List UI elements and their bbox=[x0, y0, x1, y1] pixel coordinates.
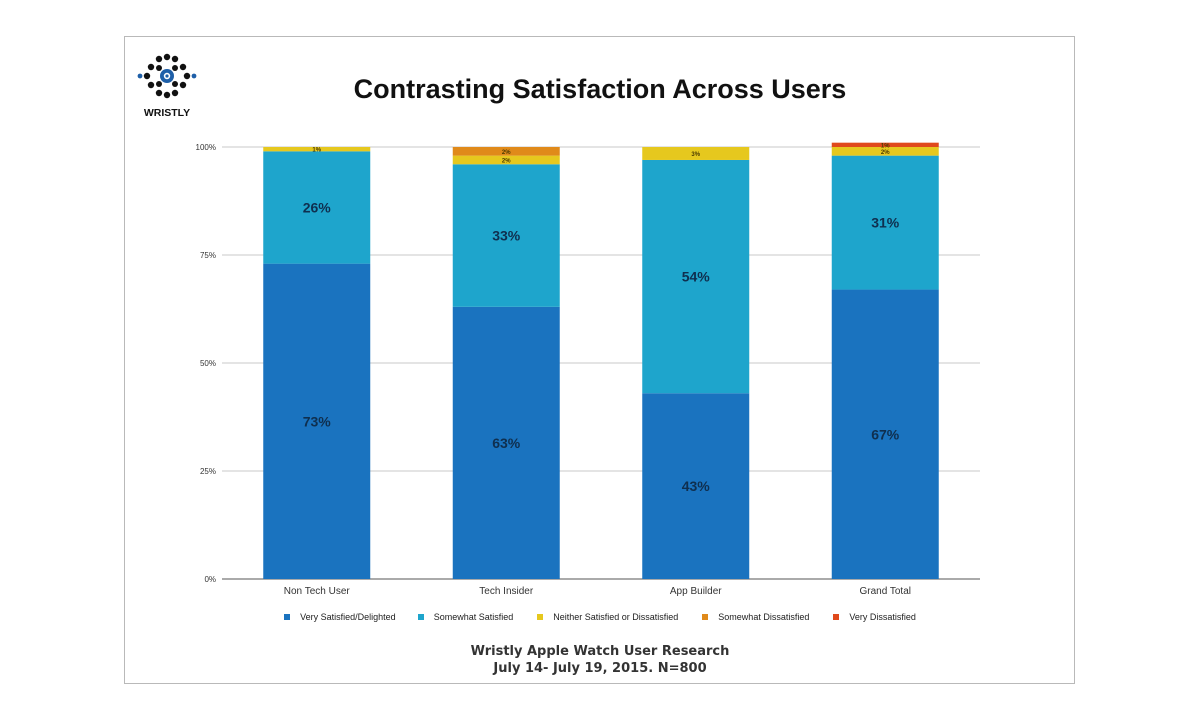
data-label: 1% bbox=[312, 148, 321, 154]
y-tick-label: 100% bbox=[196, 143, 216, 152]
footer-line-2: July 14- July 19, 2015. N=800 bbox=[493, 661, 707, 676]
data-label: 26% bbox=[303, 199, 332, 215]
legend-swatch bbox=[702, 614, 709, 620]
legend-item: Neither Satisfied or Dissatisfied bbox=[537, 612, 678, 622]
x-tick-label: App Builder bbox=[670, 586, 722, 597]
bar-segment bbox=[263, 263, 371, 579]
bar-segment bbox=[642, 393, 750, 579]
bar-segment bbox=[642, 159, 750, 394]
chart-title: Contrasting Satisfaction Across Users bbox=[353, 74, 847, 104]
data-label: 73% bbox=[303, 413, 332, 429]
data-label: 3% bbox=[691, 152, 700, 158]
legend-label: Very Satisfied/Delighted bbox=[300, 612, 396, 622]
legend-swatch bbox=[537, 614, 544, 620]
legend-label: Very Dissatisfied bbox=[849, 612, 916, 622]
x-tick-label: Tech Insider bbox=[479, 586, 534, 597]
legend-item: Somewhat Satisfied bbox=[417, 612, 514, 622]
chart-legend: Very Satisfied/Delighted Somewhat Satisfi… bbox=[0, 612, 1200, 622]
data-label: 54% bbox=[682, 269, 711, 285]
bar-segment bbox=[452, 155, 560, 165]
legend-label: Neither Satisfied or Dissatisfied bbox=[553, 612, 679, 622]
legend-swatch bbox=[417, 614, 424, 620]
y-tick-label: 75% bbox=[200, 251, 216, 260]
bar-segment bbox=[452, 147, 560, 156]
x-tick-label: Grand Total bbox=[859, 586, 911, 597]
data-label: 33% bbox=[492, 228, 521, 244]
footer-line-1: Wristly Apple Watch User Research bbox=[470, 644, 730, 659]
y-tick-label: 50% bbox=[200, 359, 216, 368]
data-label: 2% bbox=[502, 150, 511, 156]
bar-segment bbox=[263, 151, 371, 264]
legend-label: Somewhat Dissatisfied bbox=[718, 612, 810, 622]
legend-item: Very Dissatisfied bbox=[833, 612, 916, 622]
data-label: 63% bbox=[492, 435, 521, 451]
bar-segment bbox=[831, 289, 939, 579]
wristly-logo: WRISTLY bbox=[137, 53, 197, 119]
chart-footer: Wristly Apple Watch User Research July 1… bbox=[0, 643, 1200, 677]
bar-segment bbox=[831, 147, 939, 156]
data-label: 2% bbox=[881, 150, 890, 156]
data-label: 31% bbox=[871, 215, 900, 231]
logo-text: WRISTLY bbox=[144, 107, 190, 119]
data-label: 1% bbox=[881, 143, 890, 149]
legend-swatch bbox=[833, 614, 840, 620]
bar-segment bbox=[263, 147, 371, 152]
data-label: 2% bbox=[502, 158, 511, 164]
x-tick-label: Non Tech User bbox=[284, 586, 351, 597]
data-label: 43% bbox=[682, 478, 711, 494]
y-tick-label: 0% bbox=[204, 575, 216, 584]
bar-segment bbox=[452, 306, 560, 579]
bar-segment bbox=[452, 164, 560, 307]
legend-swatch bbox=[284, 614, 291, 620]
legend-label: Somewhat Satisfied bbox=[433, 612, 514, 622]
bar-segment bbox=[642, 147, 750, 160]
data-label: 67% bbox=[871, 426, 900, 442]
y-tick-label: 25% bbox=[200, 467, 216, 476]
legend-item: Very Satisfied/Delighted bbox=[284, 612, 396, 622]
bar-segment bbox=[831, 155, 939, 290]
bar-segment bbox=[831, 142, 939, 147]
legend-item: Somewhat Dissatisfied bbox=[702, 612, 809, 622]
